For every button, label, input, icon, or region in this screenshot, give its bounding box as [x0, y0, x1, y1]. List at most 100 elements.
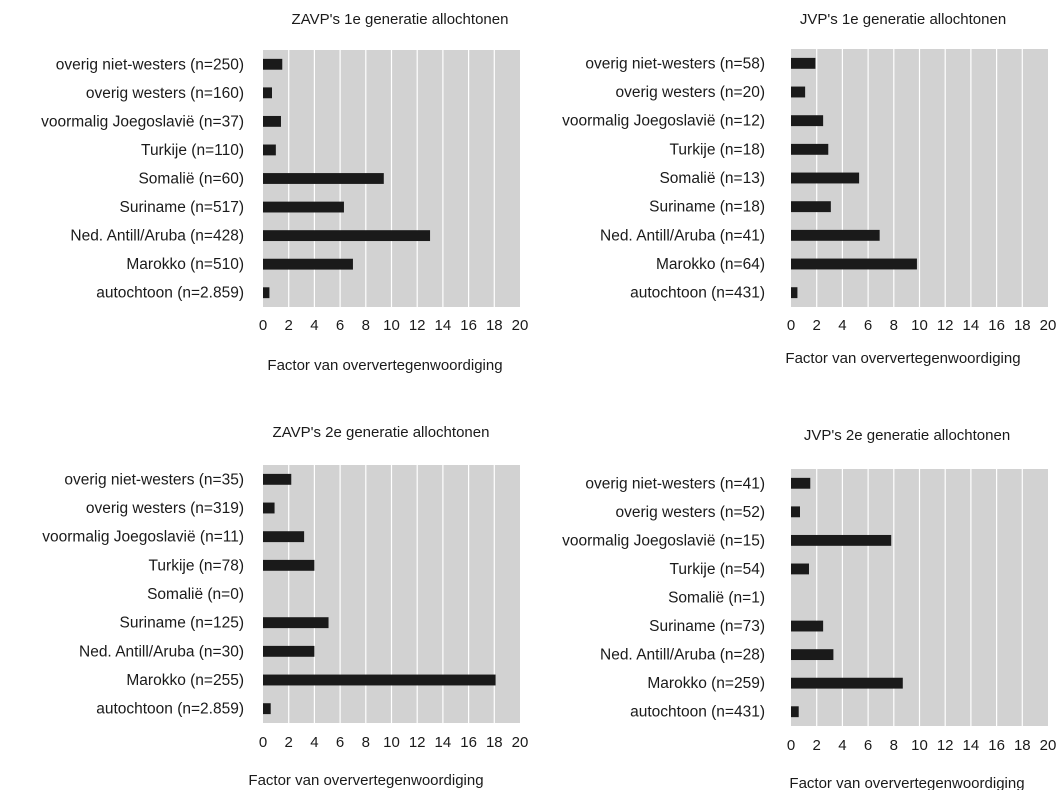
bar [791, 620, 824, 632]
x-tick-label: 2 [813, 737, 821, 754]
chart-title: JVP's 2e generatie allochtonen [804, 427, 1010, 444]
category-label: Somalië (n=0) [147, 586, 244, 603]
x-tick-label: 10 [383, 734, 400, 751]
bar [791, 534, 892, 546]
category-label: overig niet-westers (n=250) [56, 56, 244, 73]
bar [263, 58, 283, 70]
bar [263, 502, 275, 514]
category-label: autochtoon (n=2.859) [96, 285, 244, 302]
x-tick-label: 16 [988, 737, 1005, 754]
bar [263, 531, 305, 543]
x-tick-label: 14 [435, 317, 452, 334]
x-tick-label: 2 [813, 317, 821, 334]
x-tick-label: 16 [460, 317, 477, 334]
bar [263, 115, 281, 127]
x-tick-label: 4 [838, 317, 846, 334]
x-tick-label: 16 [988, 317, 1005, 334]
category-label: overig westers (n=52) [616, 504, 765, 521]
category-label: voormalig Joegoslavië (n=12) [562, 113, 765, 130]
x-axis-label: Factor van oververtegenwoordiging [267, 357, 502, 374]
category-label: overig westers (n=160) [86, 85, 244, 102]
category-label: Ned. Antill/Aruba (n=428) [70, 228, 244, 245]
chart-panel-2: 0 2 4 6 8 10 12 14 16 18 20 overig niet-westers (n=… [562, 11, 1056, 367]
bar [791, 172, 860, 184]
x-tick-label: 6 [864, 317, 872, 334]
category-label: voormalig Joegoslavië (n=15) [562, 532, 765, 549]
bar [263, 703, 271, 715]
bar [263, 87, 272, 99]
category-label: Ned. Antill/Aruba (n=28) [600, 647, 765, 664]
bar [791, 677, 903, 689]
x-tick-label: 12 [937, 737, 954, 754]
chart-panel-1: 0 2 4 6 8 10 12 14 16 18 20 overig niet-westers (n=… [41, 11, 528, 374]
chart-panel-4: 0 2 4 6 8 10 12 14 16 18 20 overig niet-westers (n=… [562, 427, 1056, 790]
x-tick-label: 6 [864, 737, 872, 754]
category-label: voormalig Joegoslavië (n=37) [41, 113, 244, 130]
x-tick-label: 18 [1014, 317, 1031, 334]
bar [263, 230, 431, 242]
x-tick-label: 0 [787, 317, 795, 334]
bar [791, 706, 799, 718]
bar [791, 477, 811, 489]
x-tick-label: 2 [285, 317, 293, 334]
bar [263, 473, 292, 485]
x-tick-label: 4 [838, 737, 846, 754]
category-label: overig niet-westers (n=41) [585, 475, 765, 492]
x-tick-label: 10 [383, 317, 400, 334]
chart-title: ZAVP's 2e generatie allochtonen [273, 424, 490, 441]
x-tick-label: 10 [911, 737, 928, 754]
category-label: Suriname (n=73) [649, 618, 765, 635]
category-label: Marokko (n=259) [647, 675, 765, 692]
bar [791, 115, 824, 127]
chart-title: ZAVP's 1e generatie allochtonen [292, 11, 509, 28]
x-tick-label: 12 [409, 734, 426, 751]
x-tick-label: 2 [285, 734, 293, 751]
x-tick-label: 14 [435, 734, 452, 751]
bar [791, 86, 806, 98]
bar [263, 173, 384, 184]
chart-panel-3: 0 2 4 6 8 10 12 14 16 18 20 overig niet-westers (n=… [42, 424, 528, 789]
category-label: autochtoon (n=2.859) [96, 701, 244, 718]
x-tick-label: 14 [963, 317, 980, 334]
bar [263, 287, 270, 299]
x-tick-label: 20 [512, 734, 529, 751]
category-label: Suriname (n=517) [120, 199, 245, 216]
x-tick-label: 0 [259, 317, 267, 334]
chart-title: JVP's 1e generatie allochtonen [800, 11, 1006, 28]
bar [791, 201, 831, 213]
bar [791, 229, 880, 241]
category-label: Turkije (n=18) [670, 141, 765, 158]
x-tick-label: 8 [890, 317, 898, 334]
bar [263, 559, 315, 571]
x-tick-label: 12 [409, 317, 426, 334]
x-axis-label: Factor van oververtegenwoordiging [789, 775, 1024, 790]
x-tick-label: 6 [336, 317, 344, 334]
category-label: voormalig Joegoslavië (n=11) [42, 529, 244, 546]
x-axis-label: Factor van oververtegenwoordiging [248, 772, 483, 789]
x-tick-label: 10 [911, 317, 928, 334]
category-label: overig westers (n=20) [616, 84, 765, 101]
category-label: Suriname (n=18) [649, 199, 765, 216]
bar [263, 144, 276, 156]
bar [263, 645, 315, 657]
category-label: Marokko (n=255) [126, 672, 244, 689]
category-label: autochtoon (n=431) [630, 285, 765, 302]
category-label: autochtoon (n=431) [630, 704, 765, 721]
x-tick-label: 14 [963, 737, 980, 754]
bar [791, 258, 917, 270]
x-tick-label: 6 [336, 734, 344, 751]
category-label: Marokko (n=510) [126, 256, 244, 273]
x-tick-label: 18 [1014, 737, 1031, 754]
bar [791, 506, 800, 518]
x-tick-label: 4 [310, 734, 318, 751]
bar [263, 201, 344, 213]
bar [263, 258, 353, 270]
x-tick-label: 8 [890, 737, 898, 754]
bar [263, 674, 496, 686]
x-tick-label: 0 [259, 734, 267, 751]
bar [791, 57, 816, 69]
x-tick-label: 16 [460, 734, 477, 751]
bar [263, 617, 329, 629]
category-label: Somalië (n=13) [659, 170, 765, 187]
category-label: Suriname (n=125) [120, 615, 245, 632]
